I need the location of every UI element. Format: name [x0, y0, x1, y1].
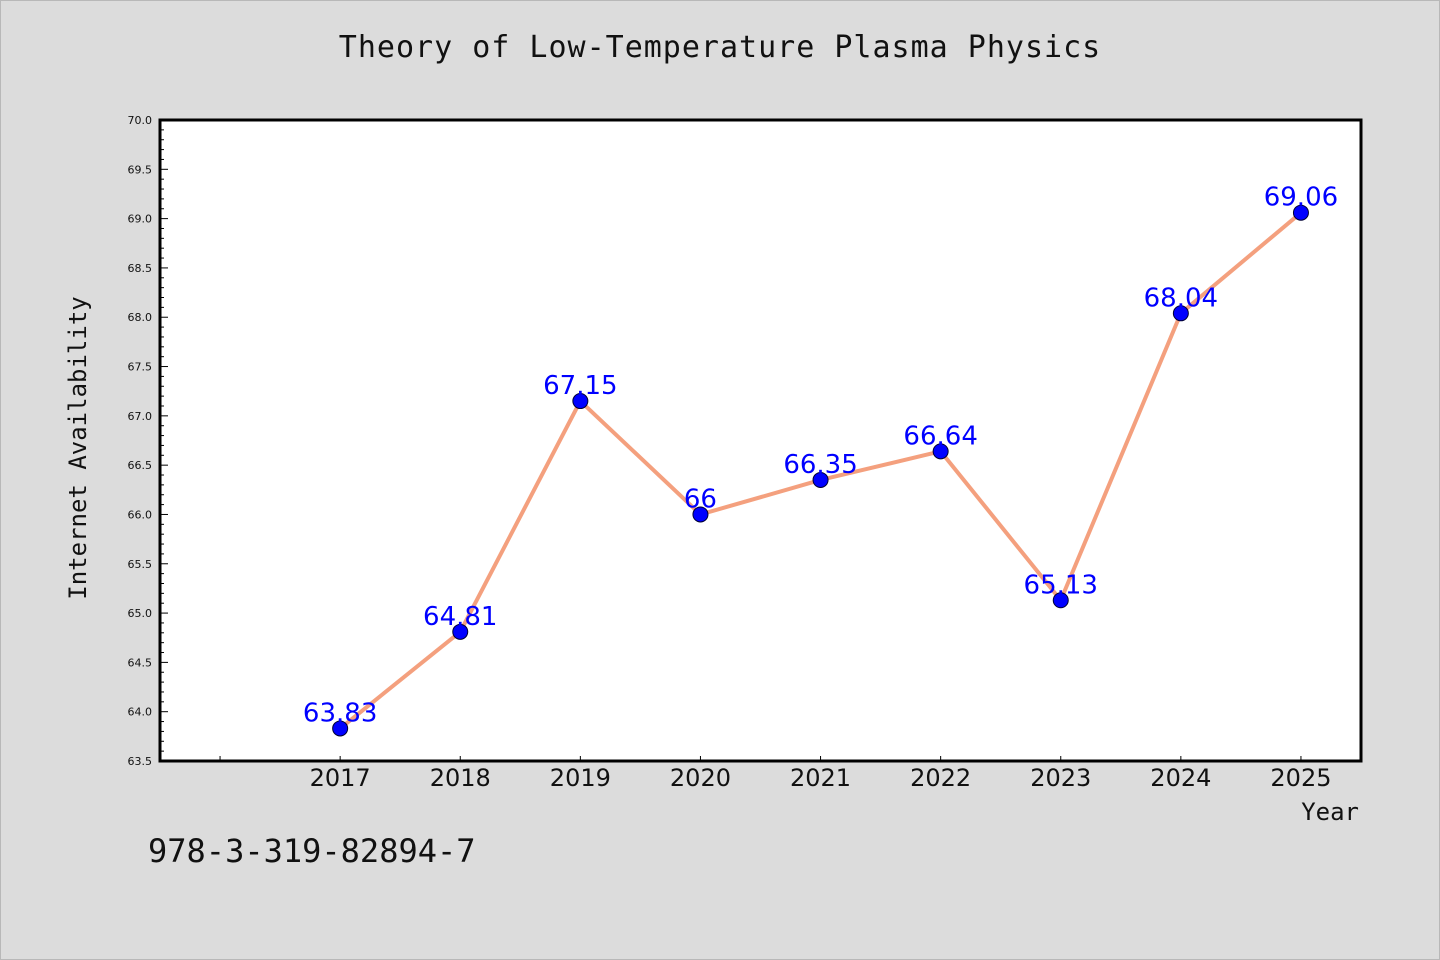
x-tick-label: 2017	[310, 764, 371, 792]
x-tick-label: 2019	[550, 764, 611, 792]
x-axis-title: Year	[1301, 798, 1359, 826]
chart-title: Theory of Low-Temperature Plasma Physics	[338, 30, 1102, 65]
y-tick-label: 65.0	[128, 607, 153, 620]
data-point	[1292, 204, 1309, 221]
y-tick-label: 70.0	[128, 114, 153, 127]
y-tick-label: 67.5	[128, 361, 153, 374]
data-label: 66.35	[783, 450, 857, 480]
data-labels: 63.83 64.81 67.15 66 66.35 66.64 65.13 68.04 69.…	[303, 183, 1338, 729]
data-point	[692, 506, 709, 523]
x-tick-label: 2020	[670, 764, 731, 792]
x-tick-label: 2024	[1150, 764, 1211, 792]
y-tick-label: 69.0	[128, 213, 153, 226]
data-label: 68.04	[1144, 283, 1218, 313]
y-tick-label: 66.0	[128, 508, 153, 521]
data-label: 67.15	[543, 371, 617, 401]
data-point	[1172, 305, 1189, 322]
data-label: 69.06	[1264, 183, 1338, 213]
y-tick-label: 63.5	[128, 755, 153, 768]
data-label: 65.13	[1024, 570, 1098, 600]
x-tick-label: 2025	[1270, 764, 1331, 792]
x-tick-label: 2022	[910, 764, 971, 792]
y-tick-label: 69.5	[128, 163, 153, 176]
series-internet-availability	[332, 204, 1309, 737]
data-label: 66	[684, 484, 717, 514]
x-axis: 2017 2018 2019 2020 2021 2022 2023 2024 2025	[219, 756, 1331, 792]
y-tick-label: 64.5	[128, 656, 153, 669]
data-point	[1052, 592, 1069, 609]
y-tick-label: 67.0	[128, 410, 153, 423]
x-tick-label: 2023	[1030, 764, 1091, 792]
data-point	[812, 471, 829, 488]
data-label: 63.83	[303, 698, 377, 728]
y-tick-label: 68.5	[128, 262, 153, 275]
data-point	[572, 393, 589, 410]
data-point	[452, 623, 469, 640]
y-axis: 63.5 64.0 64.5 65.0 65.5 66.0 66.5 67.0 67.5 68.0…	[128, 114, 168, 768]
y-tick-label: 66.5	[128, 459, 153, 472]
x-tick-label: 2021	[790, 764, 851, 792]
data-point	[932, 443, 949, 460]
data-label: 64.81	[423, 602, 497, 632]
y-tick-label: 65.5	[128, 558, 153, 571]
y-tick-label: 64.0	[128, 706, 153, 719]
x-tick-label: 2018	[430, 764, 491, 792]
data-label: 66.64	[903, 421, 977, 451]
isbn-label: 978-3-319-82894-7	[148, 832, 476, 870]
y-axis-title: Internet Availability	[64, 296, 92, 599]
plot-area	[158, 118, 1363, 763]
data-point	[332, 720, 349, 737]
y-tick-label: 68.0	[128, 311, 153, 324]
